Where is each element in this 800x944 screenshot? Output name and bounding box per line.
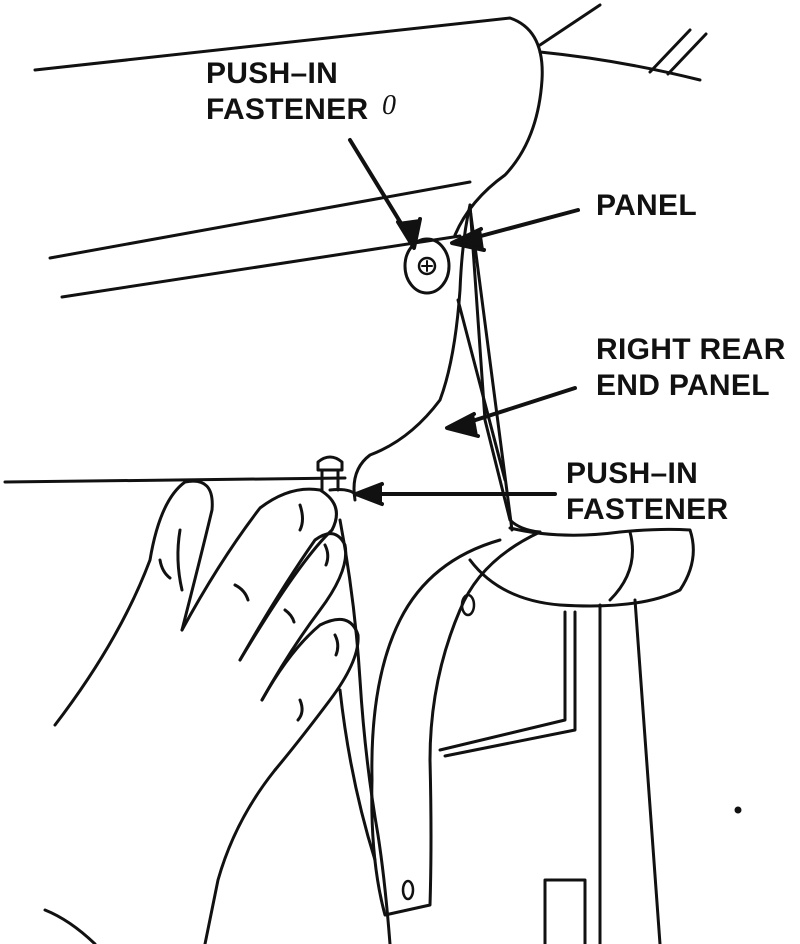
label-line: RIGHT REAR — [596, 333, 786, 366]
label-line: PUSH–IN — [566, 457, 699, 490]
upper-trim-panel — [33, 3, 708, 299]
lower-fastener — [316, 455, 358, 497]
label-line: PUSH–IN — [206, 57, 339, 90]
hand — [43, 479, 360, 944]
upper-fastener — [403, 237, 451, 295]
label-push-in-fastener-bottom: PUSH–IN FASTENER — [566, 456, 728, 528]
arrow-panel — [450, 208, 580, 252]
arrow-end-panel — [445, 386, 577, 438]
arrow-lower-fastener — [354, 482, 557, 506]
label-line: PANEL — [596, 189, 697, 222]
label-line: END PANEL — [596, 369, 770, 402]
label-line: FASTENER — [566, 493, 729, 526]
stray-mark: 0 — [382, 90, 396, 121]
label-line: FASTENER — [206, 93, 369, 126]
stray-dot — [734, 806, 742, 814]
label-push-in-fastener-top: PUSH–IN FASTENER — [206, 56, 368, 128]
leader-arrows — [348, 138, 580, 506]
arrow-upper-fastener — [348, 138, 422, 250]
label-right-rear-end-panel: RIGHT REAR END PANEL — [596, 332, 786, 404]
label-panel: PANEL — [596, 188, 697, 224]
lower-panel — [338, 518, 695, 944]
body-line — [3, 476, 347, 484]
